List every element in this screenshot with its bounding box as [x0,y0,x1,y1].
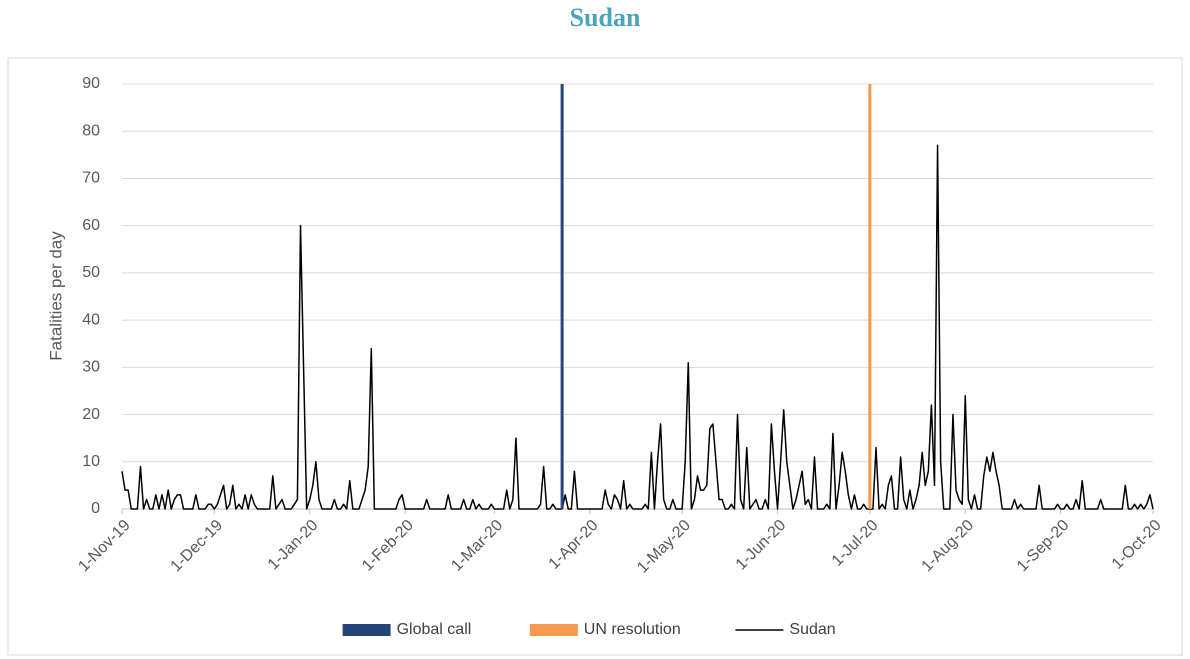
x-tick-label: 1-Apr-20 [546,517,602,573]
y-tick-label: 70 [82,170,100,187]
y-tick-label: 90 [82,75,100,92]
y-tick-label: 0 [91,500,100,517]
legend-label: UN resolution [584,621,681,638]
legend-swatch [342,624,391,636]
legend-label: Global call [397,621,472,638]
x-tick-label: 1-Jun-20 [733,517,790,574]
y-tick-label: 80 [82,122,100,139]
x-tick-label: 1-Feb-20 [359,517,417,575]
y-tick-label: 20 [82,406,100,423]
x-tick-label: 1-Oct-20 [1109,517,1165,573]
x-tick-label: 1-Nov-19 [75,517,134,576]
x-tick-label: 1-Jan-20 [265,517,322,574]
x-tick-label: 1-Sep-20 [1014,517,1073,576]
y-tick-label: 50 [82,264,100,281]
y-tick-label: 40 [82,311,100,328]
chart-frame [7,57,1183,656]
legend-swatch [529,624,578,636]
y-tick-label: 60 [82,217,100,234]
x-tick-label: 1-Mar-20 [448,517,506,575]
y-tick-label: 30 [82,359,100,376]
y-axis-label: Fatalities per day [46,231,65,361]
x-tick-label: 1-May-20 [634,517,694,577]
x-tick-label: 1-Dec-19 [168,517,227,576]
y-tick-label: 10 [82,453,100,470]
x-tick-label: 1-Aug-20 [919,517,978,576]
legend-label: Sudan [789,621,835,638]
data-line [121,144,1154,510]
chart-title: Sudan [570,3,641,32]
x-tick-label: 1-Jul-20 [829,517,882,570]
